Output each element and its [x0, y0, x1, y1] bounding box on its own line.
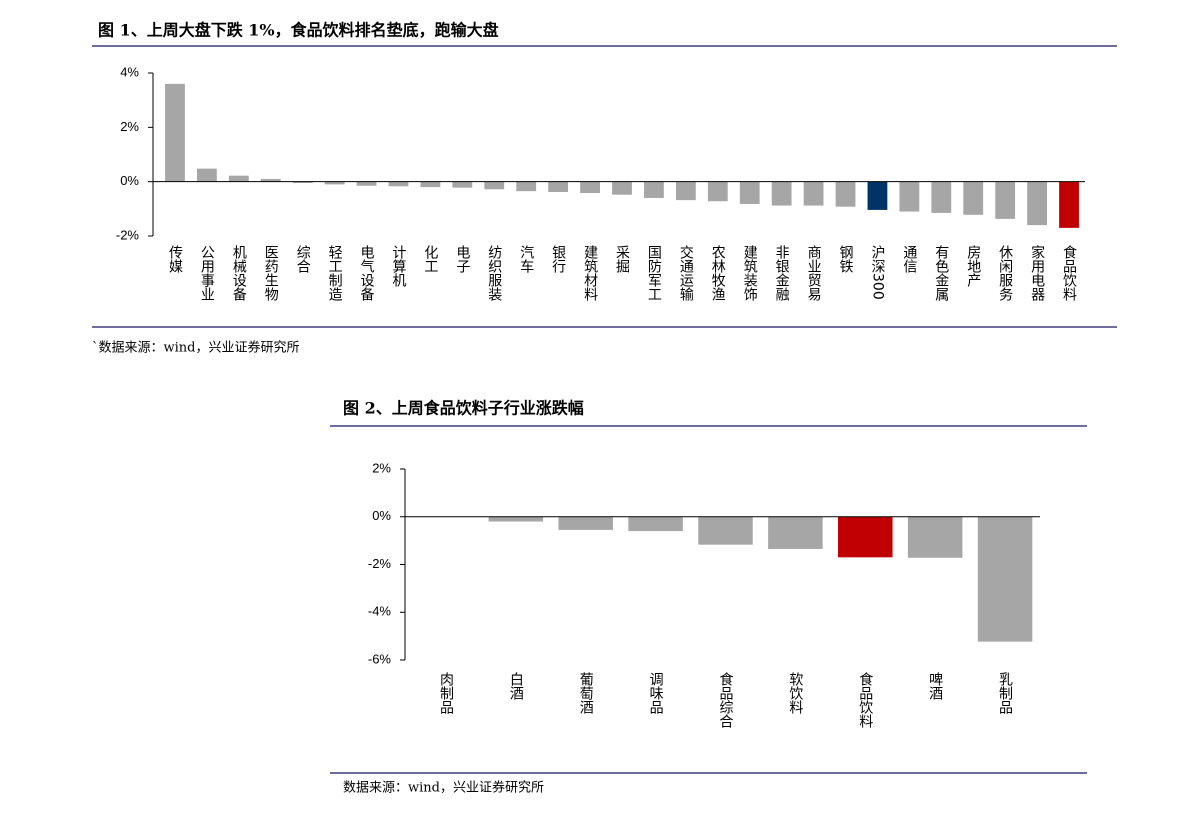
x-tick-label: 电气设备	[359, 245, 375, 301]
x-tick-label: 乳制品	[997, 672, 1013, 714]
bar	[420, 181, 441, 188]
x-tick-label: 软饮料	[787, 672, 803, 714]
x-tick-label: 电子	[454, 245, 470, 273]
bar	[803, 181, 824, 206]
bar	[707, 181, 728, 202]
bar	[196, 168, 217, 182]
chart-title: 图 1、上周大盘下跌 1%，食品饮料排名垫底，跑输大盘	[98, 21, 499, 40]
x-tick-label: 综合	[295, 245, 311, 273]
bar	[165, 83, 185, 182]
x-tick-label: 肉制品	[438, 672, 454, 714]
bar	[612, 181, 632, 195]
x-tick-label: 非银金融	[774, 245, 790, 301]
bar	[675, 181, 696, 201]
x-tick-label: 农林牧渔	[710, 245, 726, 301]
bar	[867, 181, 888, 210]
x-tick-label: 家用电器	[1029, 244, 1045, 301]
bar	[516, 181, 537, 192]
x-tick-label: 食品饮料	[857, 671, 873, 728]
bar	[580, 181, 600, 194]
x-tick-label: 化工	[422, 245, 438, 273]
x-tick-label: 通信	[901, 245, 917, 273]
x-tick-label: 建筑装饰	[742, 245, 758, 301]
x-tick-label: 交通运输	[678, 244, 694, 301]
bar	[963, 181, 984, 215]
bar	[838, 516, 893, 558]
y-tick-label: 0%	[120, 173, 139, 188]
bar	[558, 516, 613, 530]
bar	[260, 178, 281, 182]
bar	[899, 181, 920, 212]
bar	[628, 516, 683, 532]
bar	[324, 181, 345, 185]
source: 数据来源：wind，兴业证券研究所	[343, 780, 544, 796]
bar	[356, 181, 377, 186]
bar	[1027, 181, 1048, 226]
x-tick-label: 银行	[550, 245, 566, 274]
bar	[488, 516, 544, 522]
bar	[548, 181, 569, 192]
x-tick-label: 调味品	[648, 672, 664, 714]
bar	[228, 175, 249, 182]
bar	[388, 181, 409, 187]
x-tick-label: 房地产	[965, 245, 981, 288]
y-tick-label: -6%	[368, 651, 392, 666]
x-tick-label: 有色金属	[933, 245, 949, 301]
y-tick-label: -2%	[116, 227, 140, 242]
bar	[484, 181, 505, 190]
source: `数据来源：wind，兴业证券研究所	[92, 340, 299, 356]
bar	[771, 181, 792, 206]
x-tick-label: 医药生物	[263, 245, 279, 302]
y-tick-label: 2%	[372, 460, 391, 475]
y-tick-label: 2%	[120, 119, 139, 134]
x-tick-label: 商业贸易	[806, 245, 822, 301]
x-tick-label: 啤酒	[927, 672, 943, 700]
x-tick-label: 白酒	[508, 672, 524, 700]
x-tick-label: 钢铁	[838, 245, 854, 273]
x-tick-label: 传媒	[167, 245, 183, 273]
bar	[835, 181, 856, 207]
bar	[452, 181, 473, 188]
x-tick-label: 沪深300	[869, 245, 885, 300]
x-tick-label: 食品综合	[718, 671, 734, 728]
x-tick-label: 汽车	[518, 245, 534, 273]
bar	[292, 181, 313, 184]
bar	[739, 181, 760, 204]
bar	[977, 516, 1033, 642]
x-tick-label: 采掘	[614, 245, 630, 273]
x-tick-label: 纺织服装	[486, 245, 502, 301]
x-tick-label: 计算机	[390, 245, 406, 288]
bar	[907, 516, 963, 558]
x-tick-label: 建筑材料	[582, 245, 598, 301]
x-tick-label: 休闲服务	[997, 245, 1013, 301]
bar	[644, 181, 664, 198]
bar	[995, 181, 1016, 219]
bar	[931, 181, 952, 213]
x-tick-label: 机械设备	[231, 245, 247, 301]
x-tick-label: 国防军工	[646, 245, 662, 301]
x-tick-label: 食品饮料	[1061, 244, 1077, 301]
x-tick-label: 公用事业	[199, 245, 215, 301]
y-tick-label: 4%	[120, 64, 139, 79]
chart-title: 图 2、上周食品饮料子行业涨跌幅	[343, 399, 584, 418]
x-tick-label: 葡萄酒	[578, 672, 594, 714]
y-tick-label: 0%	[372, 508, 391, 523]
bar	[1059, 181, 1079, 228]
bar	[698, 516, 753, 545]
x-tick-label: 轻工制造	[327, 245, 343, 302]
bar	[768, 516, 823, 549]
y-tick-label: -4%	[368, 604, 392, 619]
y-tick-label: -2%	[368, 556, 392, 571]
